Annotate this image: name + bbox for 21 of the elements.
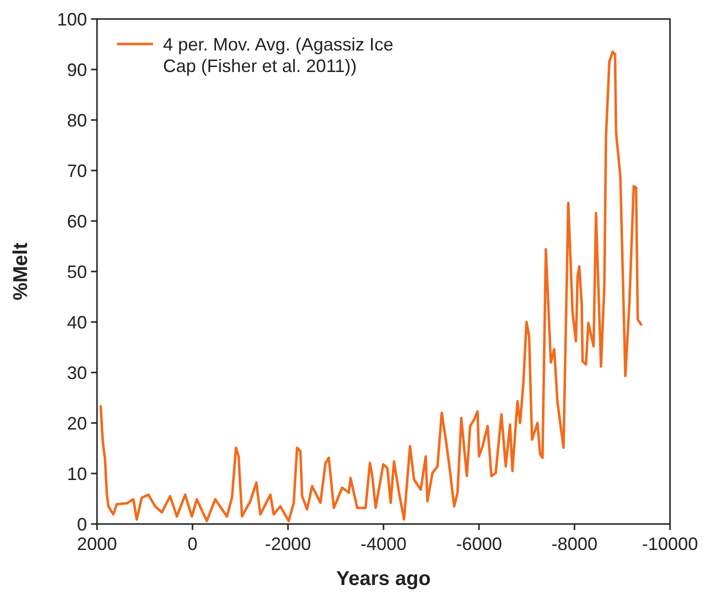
x-tick-label: -8000: [551, 534, 598, 554]
y-axis-title: %Melt: [10, 242, 32, 300]
y-tick-label: 0: [76, 514, 87, 534]
x-tick-label: -4000: [360, 534, 407, 554]
y-tick-label: 90: [66, 60, 87, 80]
y-tick-label: 80: [66, 110, 87, 130]
x-tick-label: -6000: [456, 534, 502, 554]
y-tick-label: 10: [66, 464, 87, 484]
y-tick-label: 60: [66, 211, 87, 232]
x-tick-label: -10000: [642, 534, 698, 554]
y-tick-label: 70: [66, 160, 87, 181]
y-tick-label: 30: [66, 362, 87, 383]
y-tick-label: 20: [66, 413, 87, 434]
y-tick-label: 100: [56, 9, 87, 30]
x-axis-title: Years ago: [336, 568, 431, 590]
y-tick-label: 40: [66, 312, 87, 332]
x-tick-label: -2000: [264, 534, 312, 554]
x-tick-label: 2000: [76, 534, 118, 554]
y-tick-label: 50: [66, 262, 87, 282]
x-tick-label: 0: [187, 534, 198, 554]
legend-label: 4 per. Mov. Avg. (Agassiz Ice Cap (Fisher et al. 2011)): [163, 34, 394, 76]
